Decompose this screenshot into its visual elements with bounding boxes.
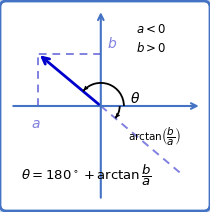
Text: $b$: $b$	[107, 36, 117, 51]
Text: $a < 0$
$b > 0$: $a < 0$ $b > 0$	[136, 22, 167, 55]
Text: $a$: $a$	[31, 117, 41, 131]
Text: $\theta = 180^\circ + \arctan\dfrac{b}{a}$: $\theta = 180^\circ + \arctan\dfrac{b}{a…	[21, 163, 152, 188]
Text: $\arctan\!\left(\dfrac{b}{a}\right)$: $\arctan\!\left(\dfrac{b}{a}\right)$	[128, 125, 181, 147]
Text: $\theta$: $\theta$	[130, 91, 140, 106]
